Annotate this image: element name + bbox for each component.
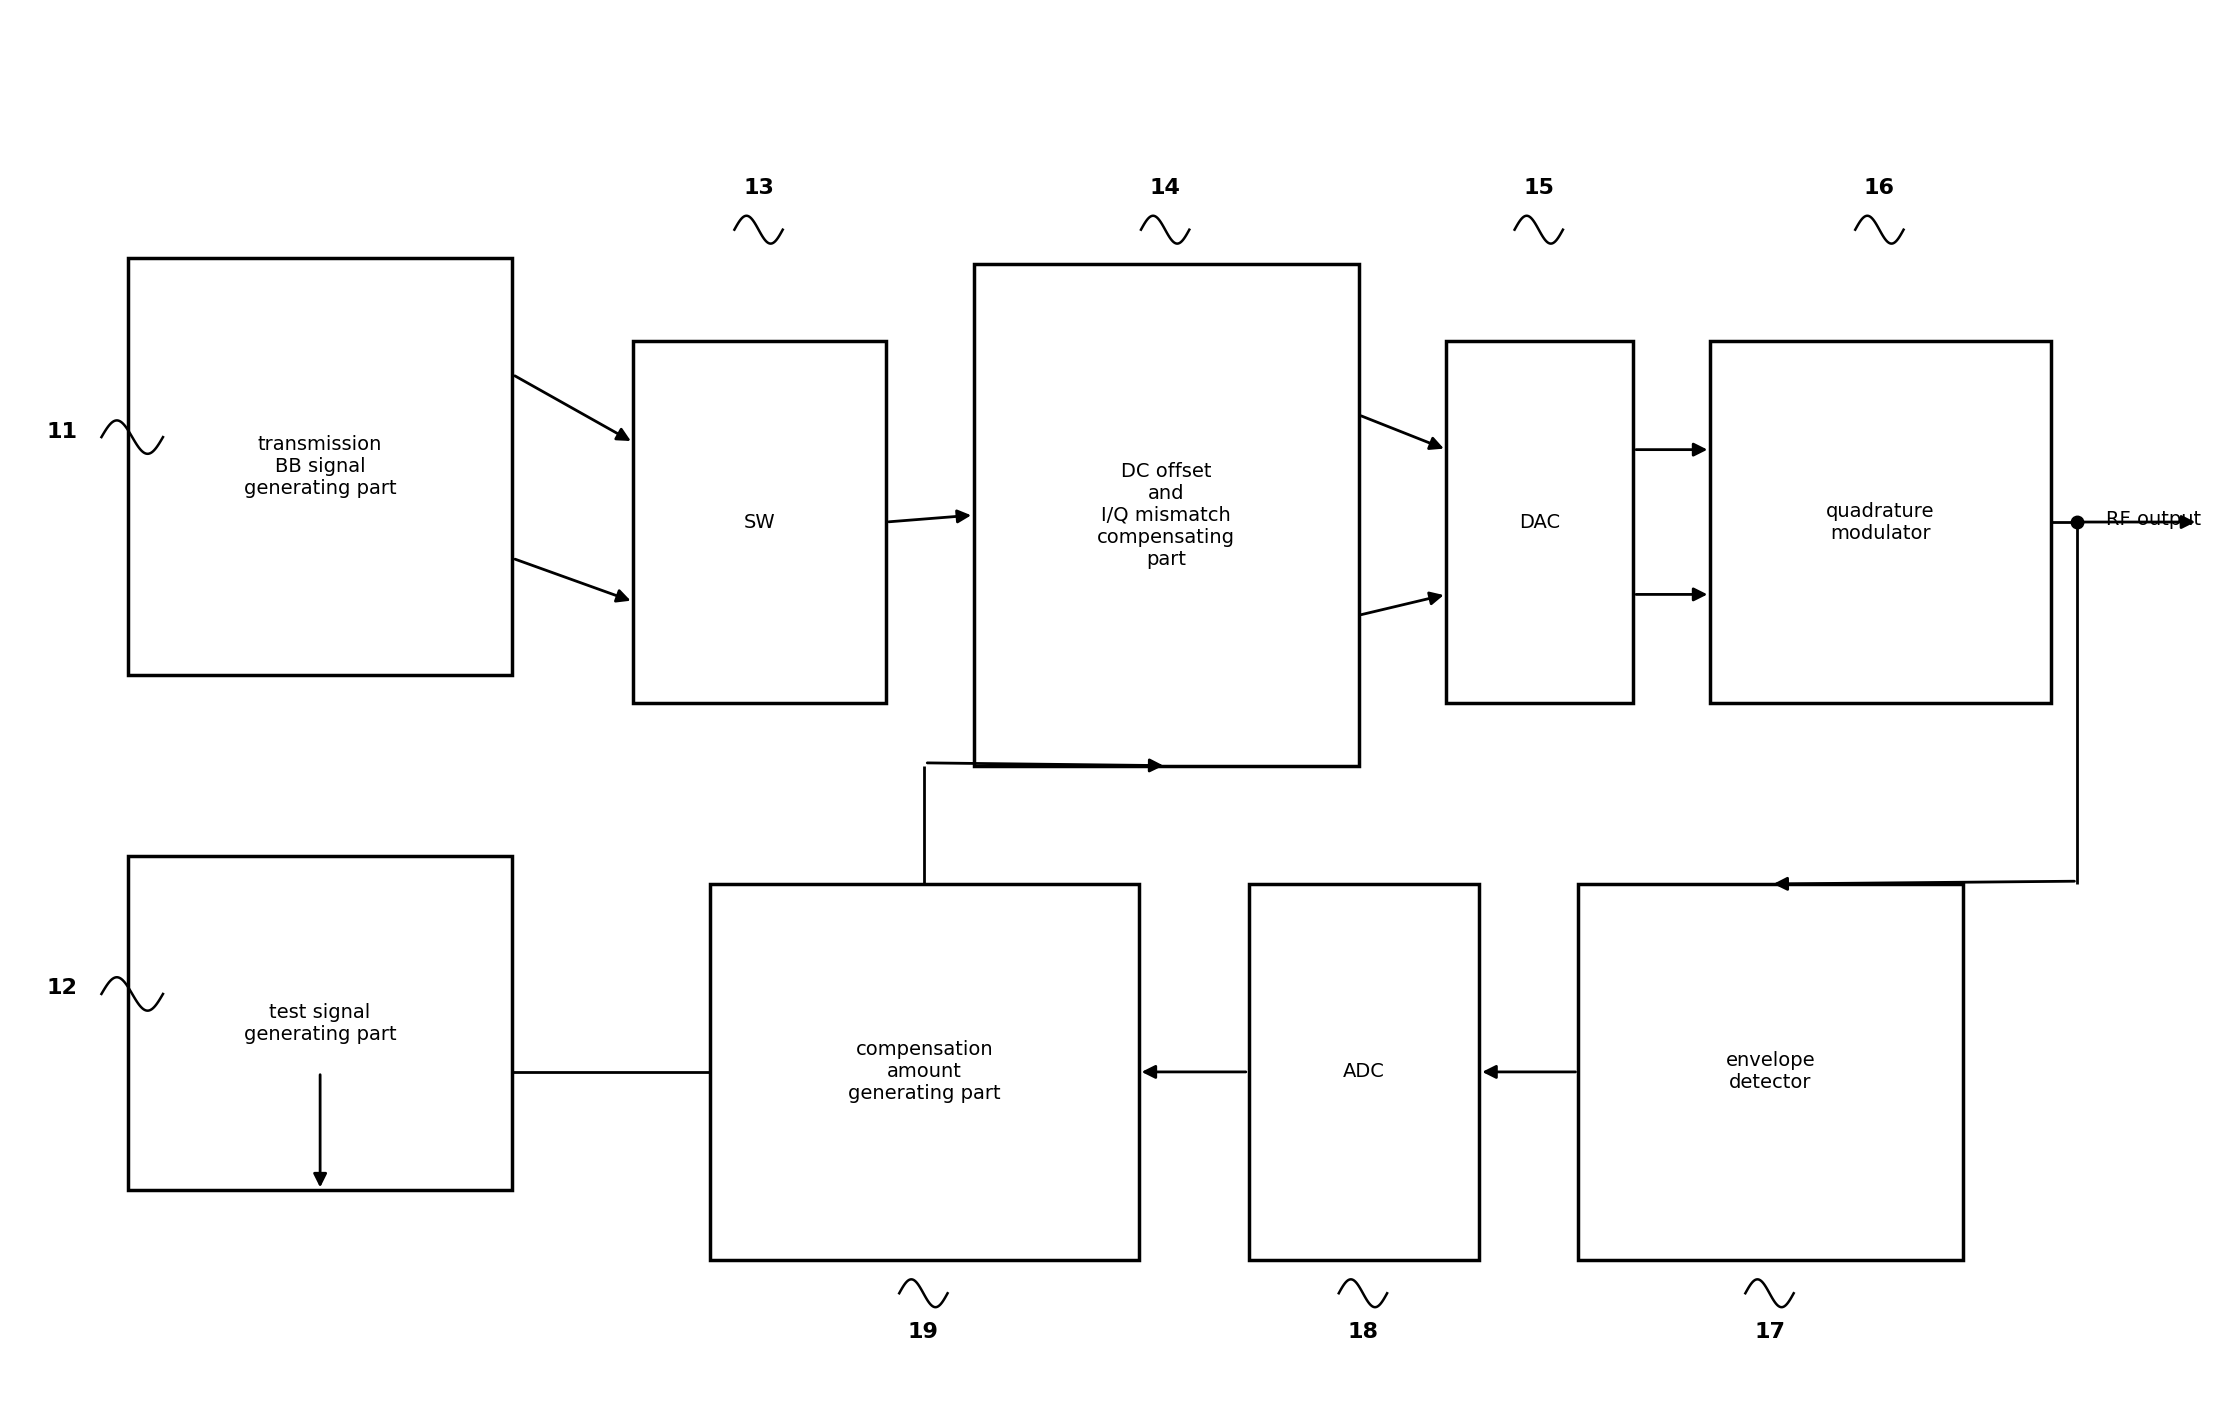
Text: compensation
amount
generating part: compensation amount generating part	[849, 1040, 1001, 1104]
Text: envelope
detector: envelope detector	[1725, 1052, 1814, 1092]
Text: DC offset
and
I/Q mismatch
compensating
part: DC offset and I/Q mismatch compensating …	[1097, 461, 1235, 568]
Bar	[1578, 884, 1964, 1260]
Text: 19: 19	[907, 1322, 938, 1343]
Bar	[1447, 342, 1634, 703]
Bar	[1710, 342, 2051, 703]
Text: 13: 13	[742, 179, 773, 198]
Text: DAC: DAC	[1520, 513, 1560, 531]
Bar	[633, 342, 887, 703]
Text: 17: 17	[1754, 1322, 1785, 1343]
Text: 16: 16	[1863, 179, 1895, 198]
Bar	[711, 884, 1139, 1260]
Text: 11: 11	[47, 422, 78, 441]
Bar	[127, 257, 513, 675]
Text: SW: SW	[744, 513, 776, 531]
Text: transmission
BB signal
generating part: transmission BB signal generating part	[243, 434, 397, 498]
Text: 14: 14	[1150, 179, 1181, 198]
Text: ADC: ADC	[1344, 1063, 1384, 1081]
Bar	[1248, 884, 1480, 1260]
Text: 18: 18	[1349, 1322, 1378, 1343]
Text: 15: 15	[1522, 179, 1554, 198]
Text: quadrature
modulator: quadrature modulator	[1826, 502, 1935, 543]
Text: RF output: RF output	[2106, 510, 2200, 529]
Text: test signal
generating part: test signal generating part	[243, 1002, 397, 1043]
Text: 12: 12	[47, 979, 78, 998]
Bar	[974, 264, 1357, 766]
Bar	[127, 856, 513, 1191]
